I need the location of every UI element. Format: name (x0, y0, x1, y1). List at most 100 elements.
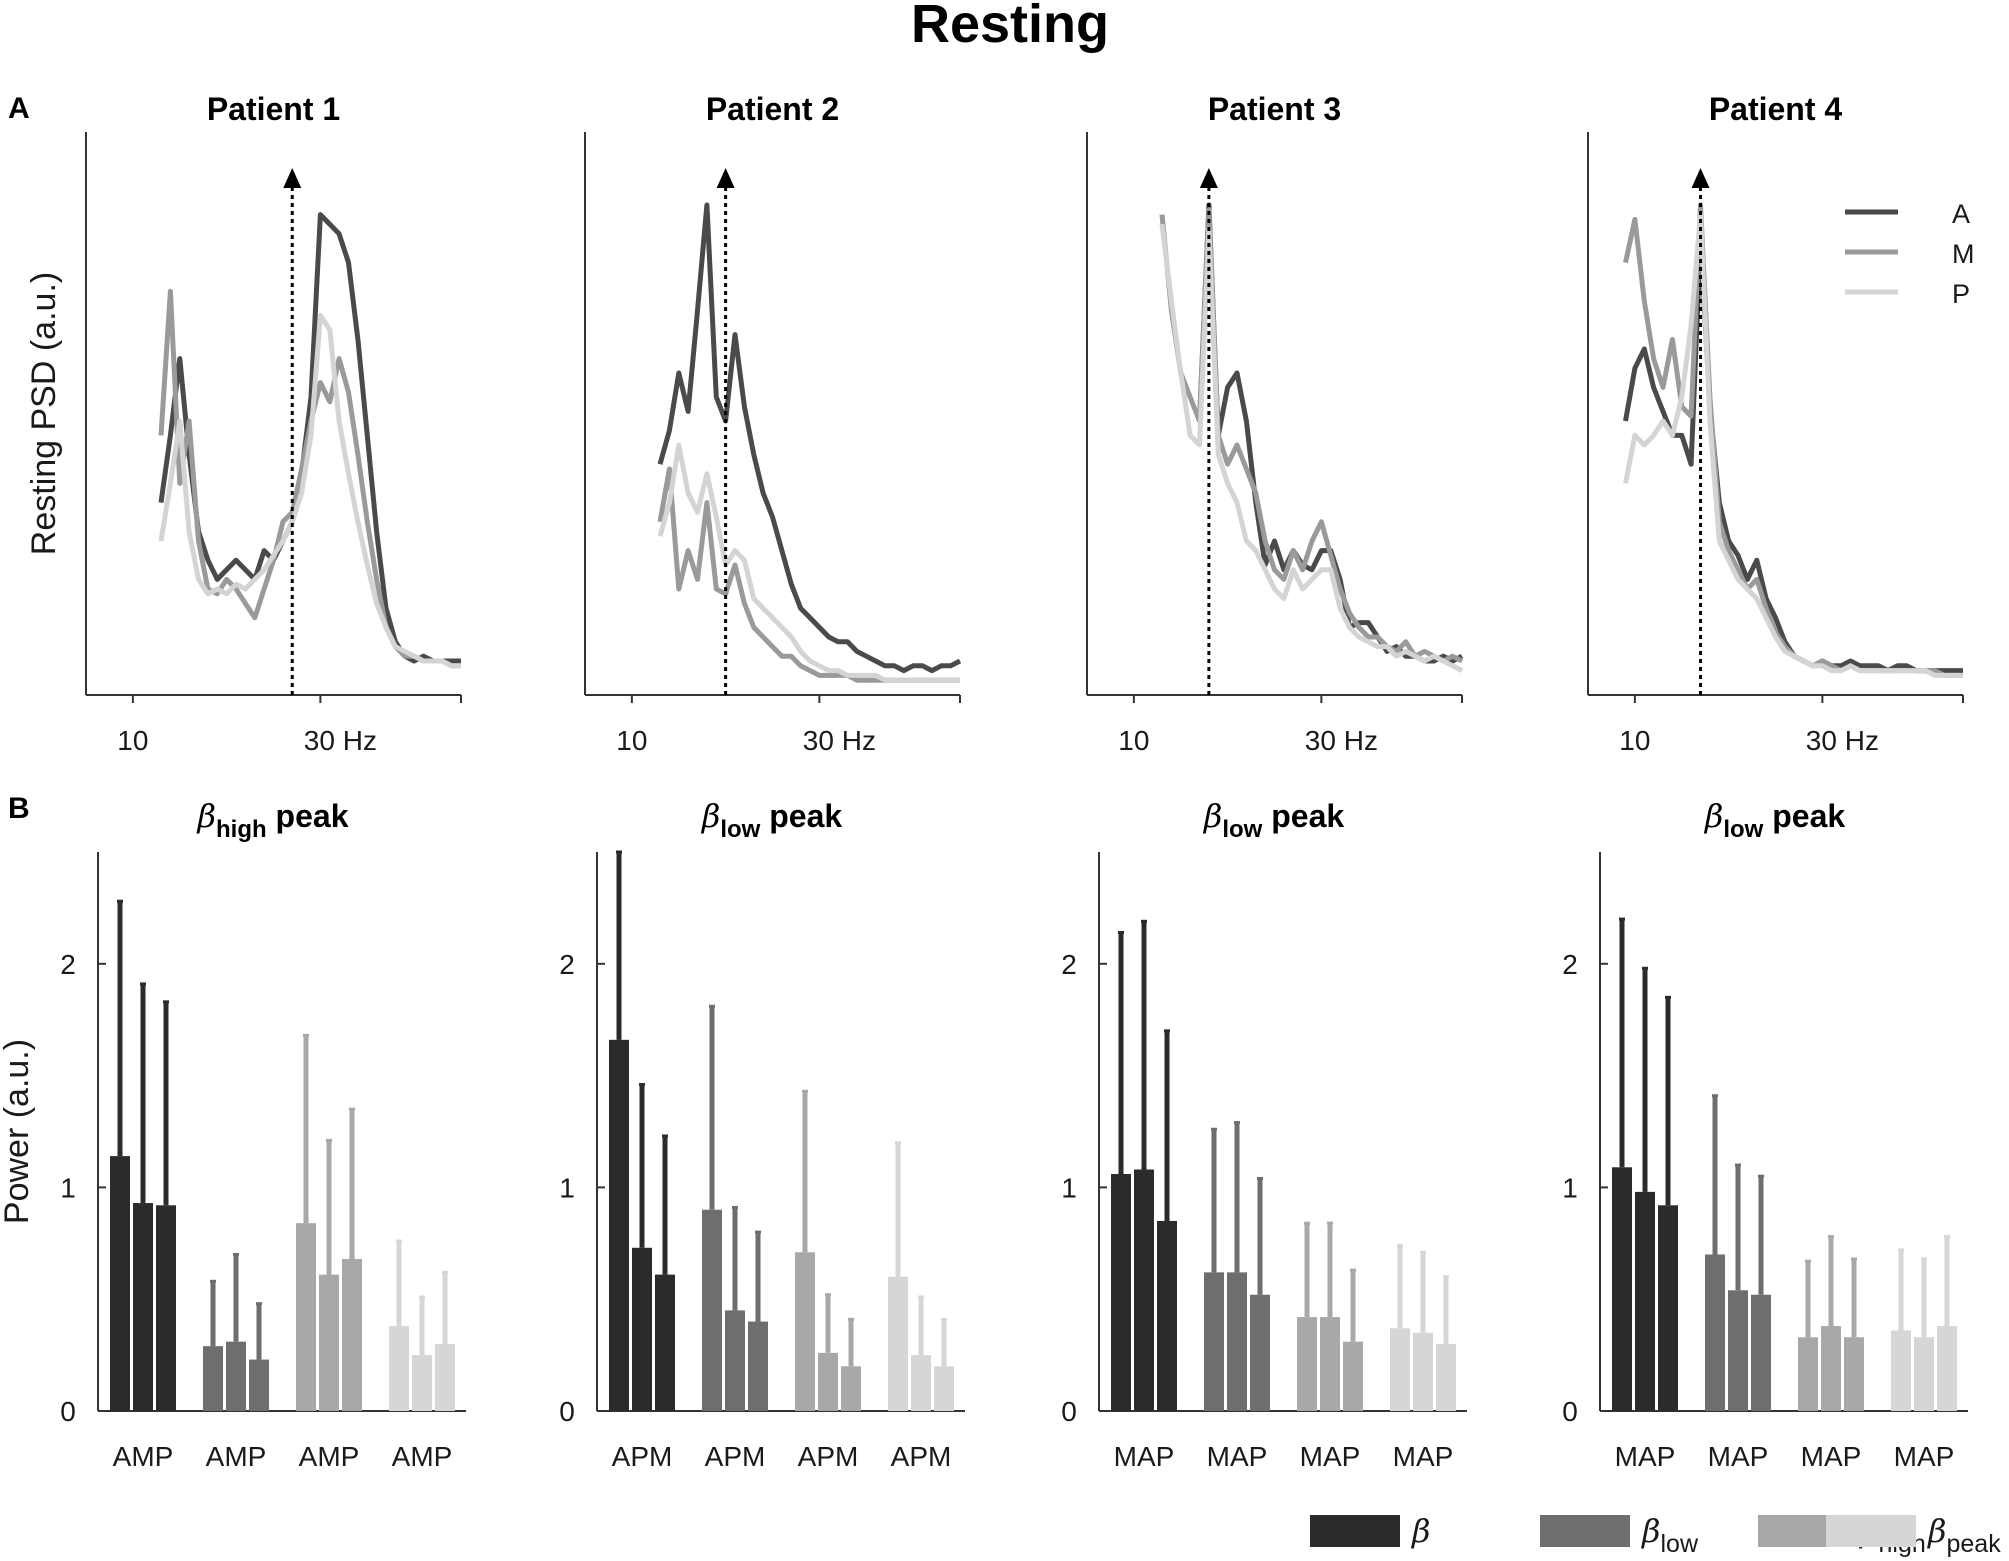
bar (1204, 1272, 1224, 1411)
bar (412, 1355, 432, 1411)
bar (1111, 1173, 1131, 1411)
bar (655, 1274, 675, 1411)
beta-subscript: low (1661, 1530, 1699, 1558)
x-tick-label: 10 (1619, 725, 1650, 756)
bar (1227, 1272, 1247, 1411)
legend-swatch-beta (1310, 1515, 1400, 1547)
x-tick-label: 10 (1118, 725, 1149, 756)
psd-plot-patient-4: Patient 4 10 30 Hz (1587, 91, 1964, 756)
bar (249, 1359, 269, 1411)
group-label: MAP (1114, 1441, 1175, 1472)
bar (389, 1326, 409, 1411)
bar (1635, 1191, 1655, 1411)
group-label: MAP (1300, 1441, 1361, 1472)
bar (1612, 1167, 1632, 1411)
bar (888, 1276, 908, 1411)
y-tick-label: 2 (559, 949, 575, 980)
bar (795, 1252, 815, 1411)
psd-line-P (158, 312, 461, 669)
bar (1390, 1328, 1410, 1411)
bar (1134, 1169, 1154, 1411)
psd-line-P (1159, 223, 1464, 673)
beta-subscript: low (720, 816, 760, 843)
group-label: MAP (1801, 1441, 1862, 1472)
bar (1891, 1330, 1911, 1411)
group-label: MAP (1207, 1441, 1268, 1472)
bar (319, 1274, 339, 1411)
figure-title: Resting (911, 0, 1109, 54)
y-tick-label: 2 (1562, 949, 1578, 980)
psd-line-A (158, 212, 461, 664)
x-tick-label: 30 Hz (304, 725, 377, 756)
bar (1937, 1326, 1957, 1411)
psd-plot-patient-2: Patient 2 10 30 Hz (584, 91, 962, 756)
y-axis-label: Resting PSD (a.u.) (25, 272, 63, 555)
bar (1751, 1294, 1771, 1411)
y-tick-label: 1 (60, 1172, 76, 1203)
bar (1798, 1337, 1818, 1411)
group-label: MAP (1615, 1441, 1676, 1472)
beta-symbol: β (1704, 797, 1724, 835)
legend-label: βpeak (1927, 1512, 2001, 1558)
group-label: AMP (206, 1441, 267, 1472)
bar (110, 1156, 130, 1411)
bar (226, 1341, 246, 1411)
psd-line-M (657, 466, 960, 683)
bar (702, 1209, 722, 1411)
group-label: MAP (1708, 1441, 1769, 1472)
legend-label: βlow (1641, 1512, 1699, 1558)
y-axis-label: Power (a.u.) (0, 1039, 36, 1224)
plot-title: Patient 3 (1208, 91, 1341, 127)
beta-subscript: peak (1947, 1530, 2002, 1558)
group-label: APM (705, 1441, 766, 1472)
group-label: AMP (299, 1441, 360, 1472)
bar (203, 1346, 223, 1411)
bar-plot-title: βlow peak (1203, 797, 1345, 843)
bar-plot-4: 0 1 2 MAP MAP MAP MAP (1562, 852, 1968, 1472)
y-tick-label: 2 (1061, 949, 1077, 980)
x-tick-label: 30 Hz (1305, 725, 1378, 756)
group-label: APM (612, 1441, 673, 1472)
bar (1844, 1337, 1864, 1411)
bar (133, 1203, 153, 1411)
psd-line-A (1623, 236, 1963, 674)
x-tick-label: 30 Hz (1806, 725, 1879, 756)
bar (1658, 1205, 1678, 1411)
beta-symbol: β (1927, 1512, 1947, 1550)
beta-symbol: β (1203, 797, 1223, 835)
psd-plot-patient-1: Patient 1 10 30 Hz Resting PSD (a.u.) AMP (25, 91, 1975, 756)
bar (841, 1366, 861, 1411)
title-suffix: peak (267, 798, 349, 834)
bar (1821, 1326, 1841, 1411)
group-label: APM (798, 1441, 859, 1472)
psd-line-M (1623, 202, 1963, 678)
y-tick-label: 0 (1562, 1396, 1578, 1427)
psd-line-P (1623, 212, 1963, 678)
group-label: APM (891, 1441, 952, 1472)
panel-b-label: B (8, 792, 30, 825)
bar-plot-2: 0 1 2 APM APM APM APM (559, 850, 965, 1472)
bar (296, 1223, 316, 1411)
bar (632, 1247, 652, 1411)
bar (1297, 1317, 1317, 1411)
title-suffix: peak (1763, 798, 1845, 834)
title-suffix: peak (1262, 798, 1344, 834)
y-tick-label: 0 (559, 1396, 575, 1427)
legend-label: A (1952, 199, 1970, 229)
bar (1436, 1343, 1456, 1411)
x-tick-label: 30 Hz (803, 725, 876, 756)
bar-plot-title: βlow peak (1704, 797, 1846, 843)
psd-line-A (657, 202, 962, 674)
legend-label: β (1411, 1512, 1431, 1550)
bar-plot-title: βlow peak (701, 797, 843, 843)
beta-subscript: low (1723, 816, 1763, 843)
bar (1413, 1332, 1433, 1411)
peak-arrow-icon (1199, 168, 1218, 188)
psd-line-M (158, 288, 461, 669)
line-legend: AMP (1845, 199, 1975, 309)
plot-title: Patient 4 (1709, 91, 1843, 127)
y-tick-label: 1 (1061, 1172, 1077, 1203)
peak-arrow-icon (283, 168, 302, 188)
bar (1728, 1290, 1748, 1411)
bar (1320, 1317, 1340, 1411)
